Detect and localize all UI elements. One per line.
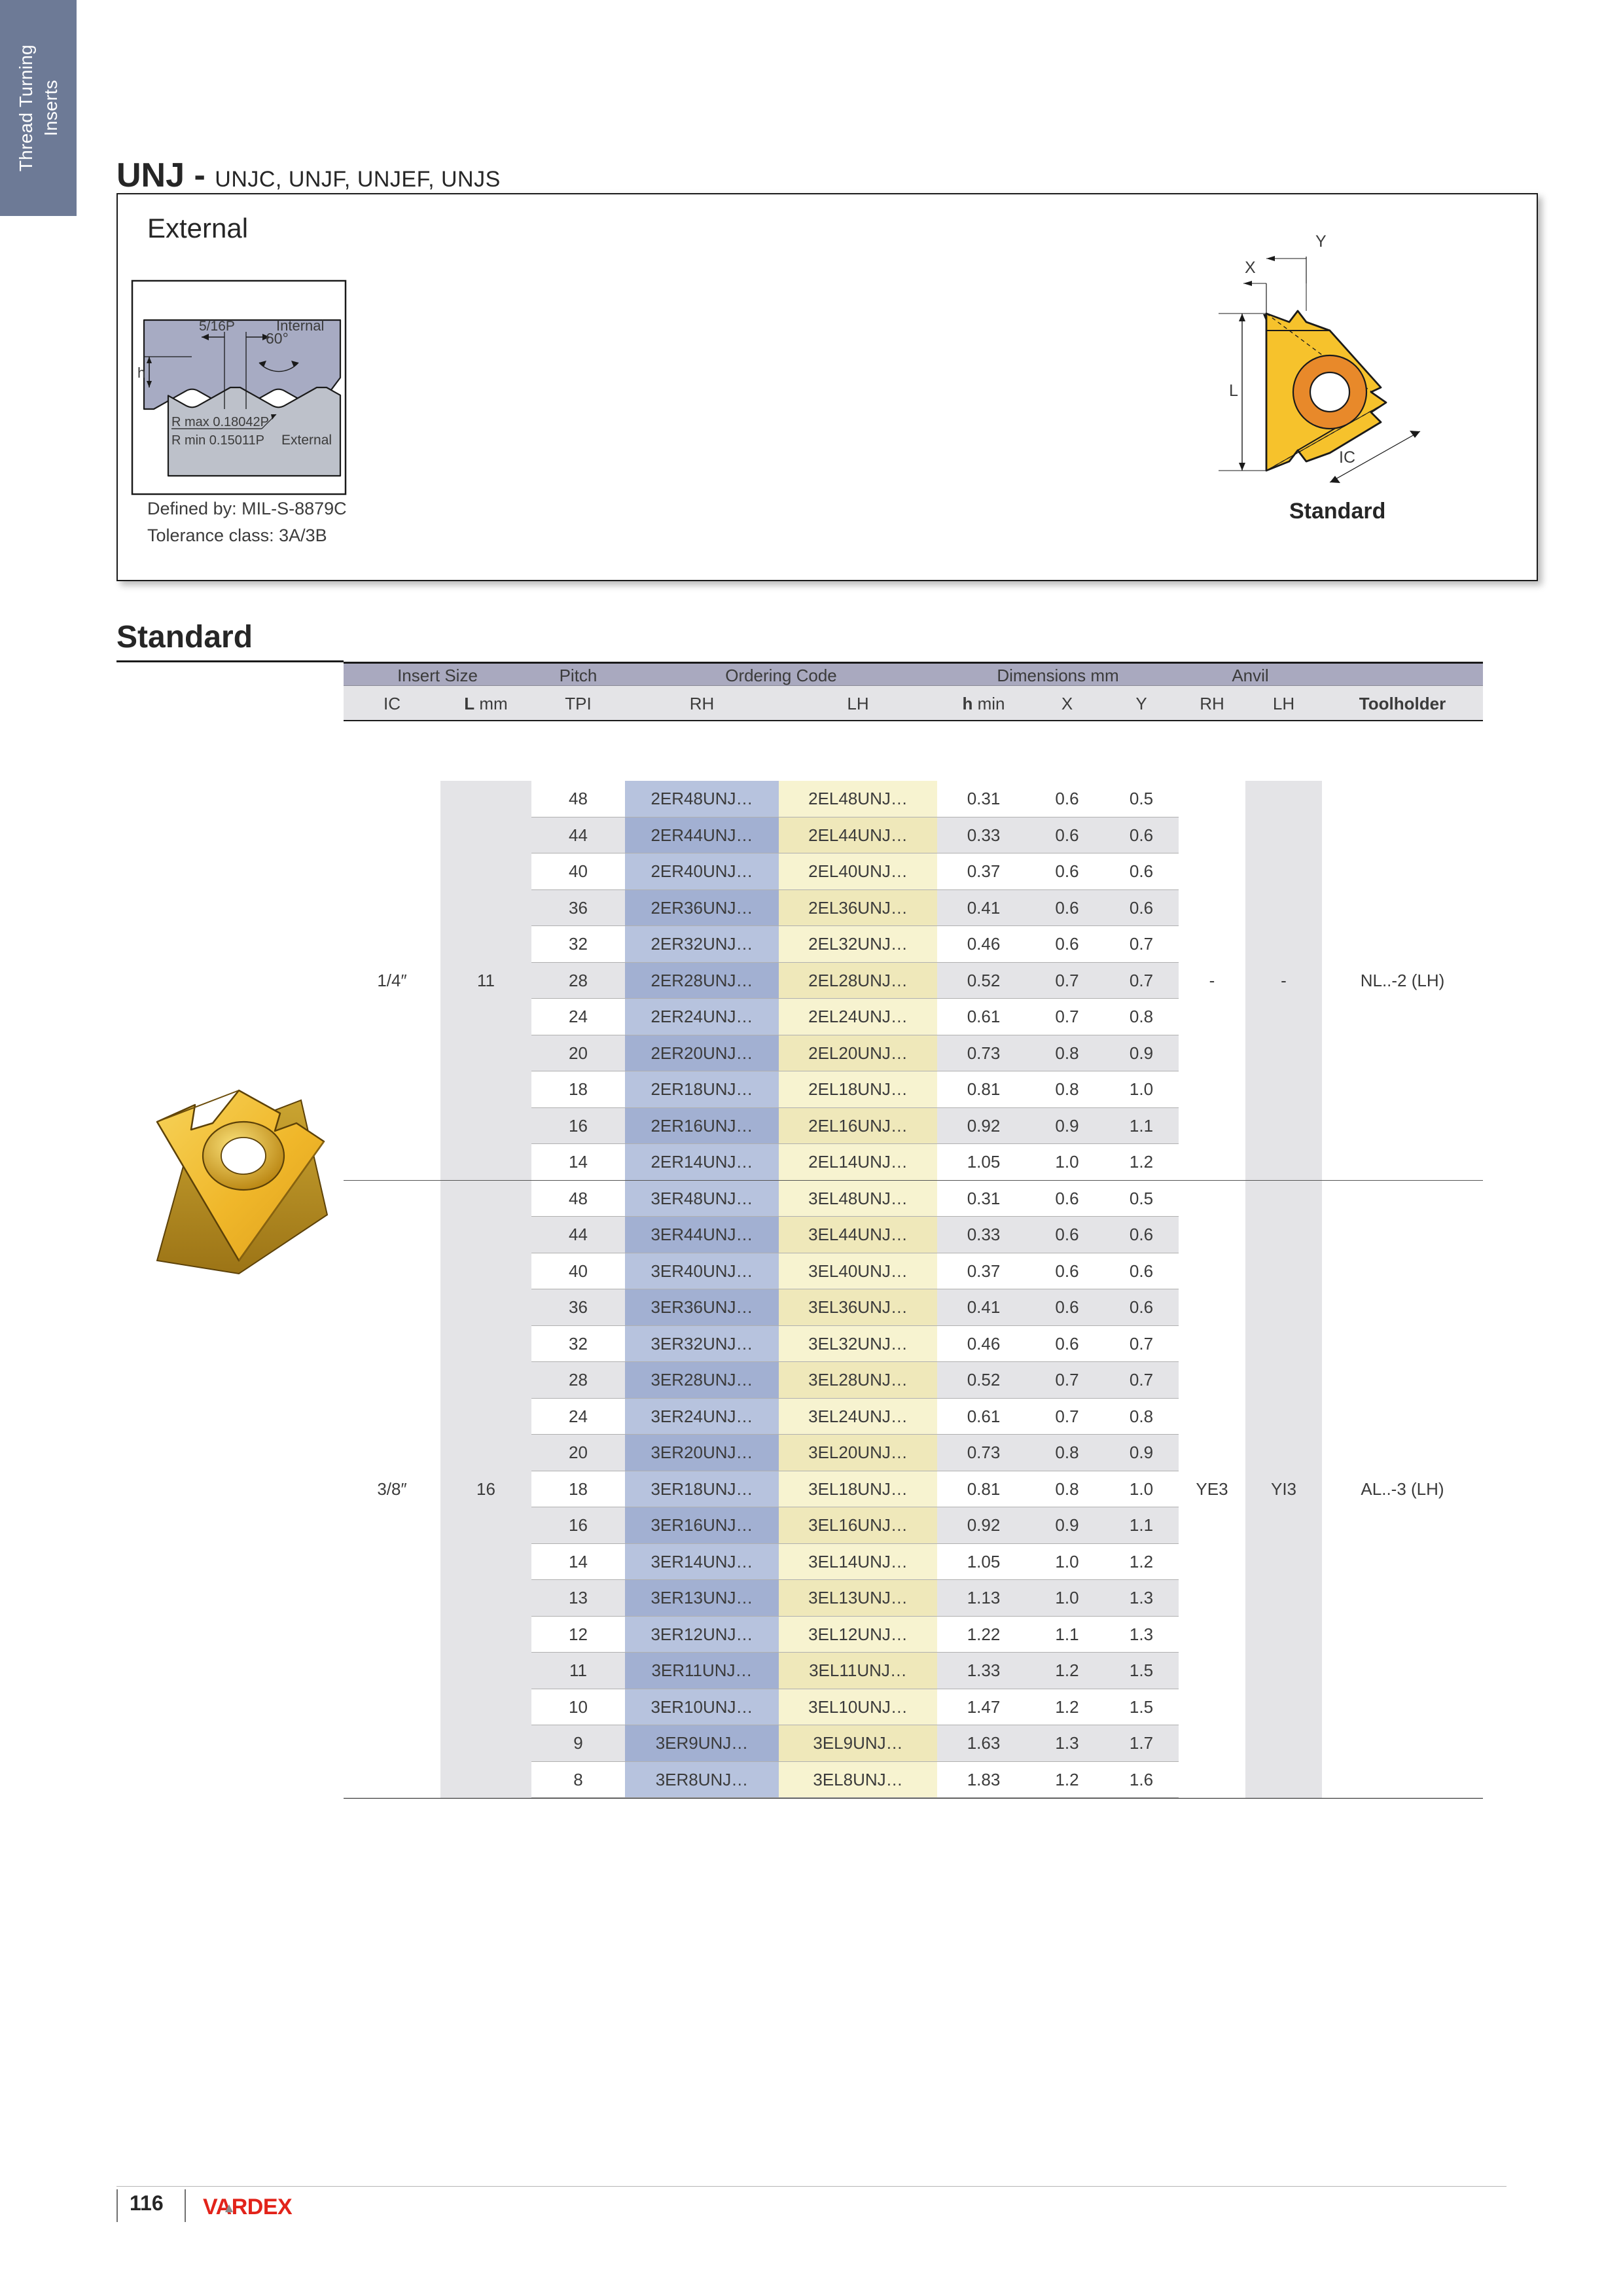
svg-text:R min 0.15011P: R min 0.15011P: [171, 433, 264, 448]
svg-text:VARDEX: VARDEX: [203, 2195, 293, 2219]
svg-text:R max 0.18042P: R max 0.18042P: [171, 415, 269, 429]
svg-text:External: External: [281, 433, 332, 448]
svg-text:L: L: [1229, 382, 1238, 400]
svg-text:5/16P: 5/16P: [199, 319, 235, 334]
svg-text:60°: 60°: [266, 330, 289, 347]
svg-text:IC: IC: [1339, 448, 1355, 467]
svg-text:X: X: [1245, 259, 1256, 277]
svg-text:Y: Y: [1315, 232, 1327, 251]
svg-text:h: h: [137, 365, 145, 381]
